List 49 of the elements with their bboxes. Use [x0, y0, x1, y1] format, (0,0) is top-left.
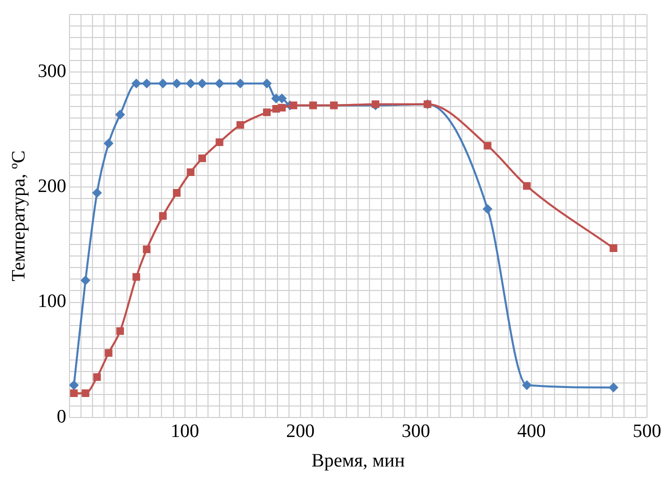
point	[236, 121, 244, 129]
point	[483, 204, 492, 214]
x-tick-label: 300	[402, 420, 430, 442]
point	[172, 189, 181, 197]
point	[309, 102, 317, 110]
y-tick-label: 300	[38, 60, 66, 82]
point	[93, 373, 101, 381]
point	[278, 104, 286, 112]
point	[142, 78, 152, 88]
x-tick-label: 400	[517, 420, 546, 442]
point	[484, 142, 492, 150]
point	[132, 273, 140, 281]
point	[523, 182, 531, 190]
point	[608, 382, 618, 392]
point	[236, 78, 245, 88]
y-tick-label: 200	[38, 176, 66, 198]
point	[198, 78, 207, 88]
point	[80, 276, 90, 285]
point	[142, 245, 151, 254]
y-axis-title: Температура, ºС	[8, 150, 30, 282]
point	[262, 78, 272, 88]
x-tick-label: 500	[632, 420, 662, 442]
y-tick-label: 100	[38, 291, 66, 312]
point	[70, 389, 78, 398]
point	[104, 138, 114, 148]
point	[82, 389, 90, 398]
point	[172, 78, 182, 88]
point	[290, 102, 298, 110]
point	[116, 327, 124, 335]
point	[92, 188, 102, 198]
point	[198, 154, 206, 162]
point	[186, 168, 194, 176]
x-axis-title: Время, мин	[312, 450, 405, 472]
point	[159, 212, 167, 220]
point	[522, 380, 532, 390]
y-tick-label: 0	[56, 406, 66, 428]
point	[263, 108, 271, 116]
point	[132, 78, 141, 88]
x-tick-label: 100	[170, 420, 200, 442]
point	[116, 110, 125, 120]
point	[216, 138, 224, 146]
point	[330, 102, 338, 110]
point	[610, 244, 618, 252]
point	[104, 349, 112, 357]
x-tick-label: 200	[286, 420, 315, 442]
point	[215, 78, 224, 88]
point	[186, 78, 196, 88]
point	[69, 380, 78, 390]
point	[158, 78, 168, 88]
